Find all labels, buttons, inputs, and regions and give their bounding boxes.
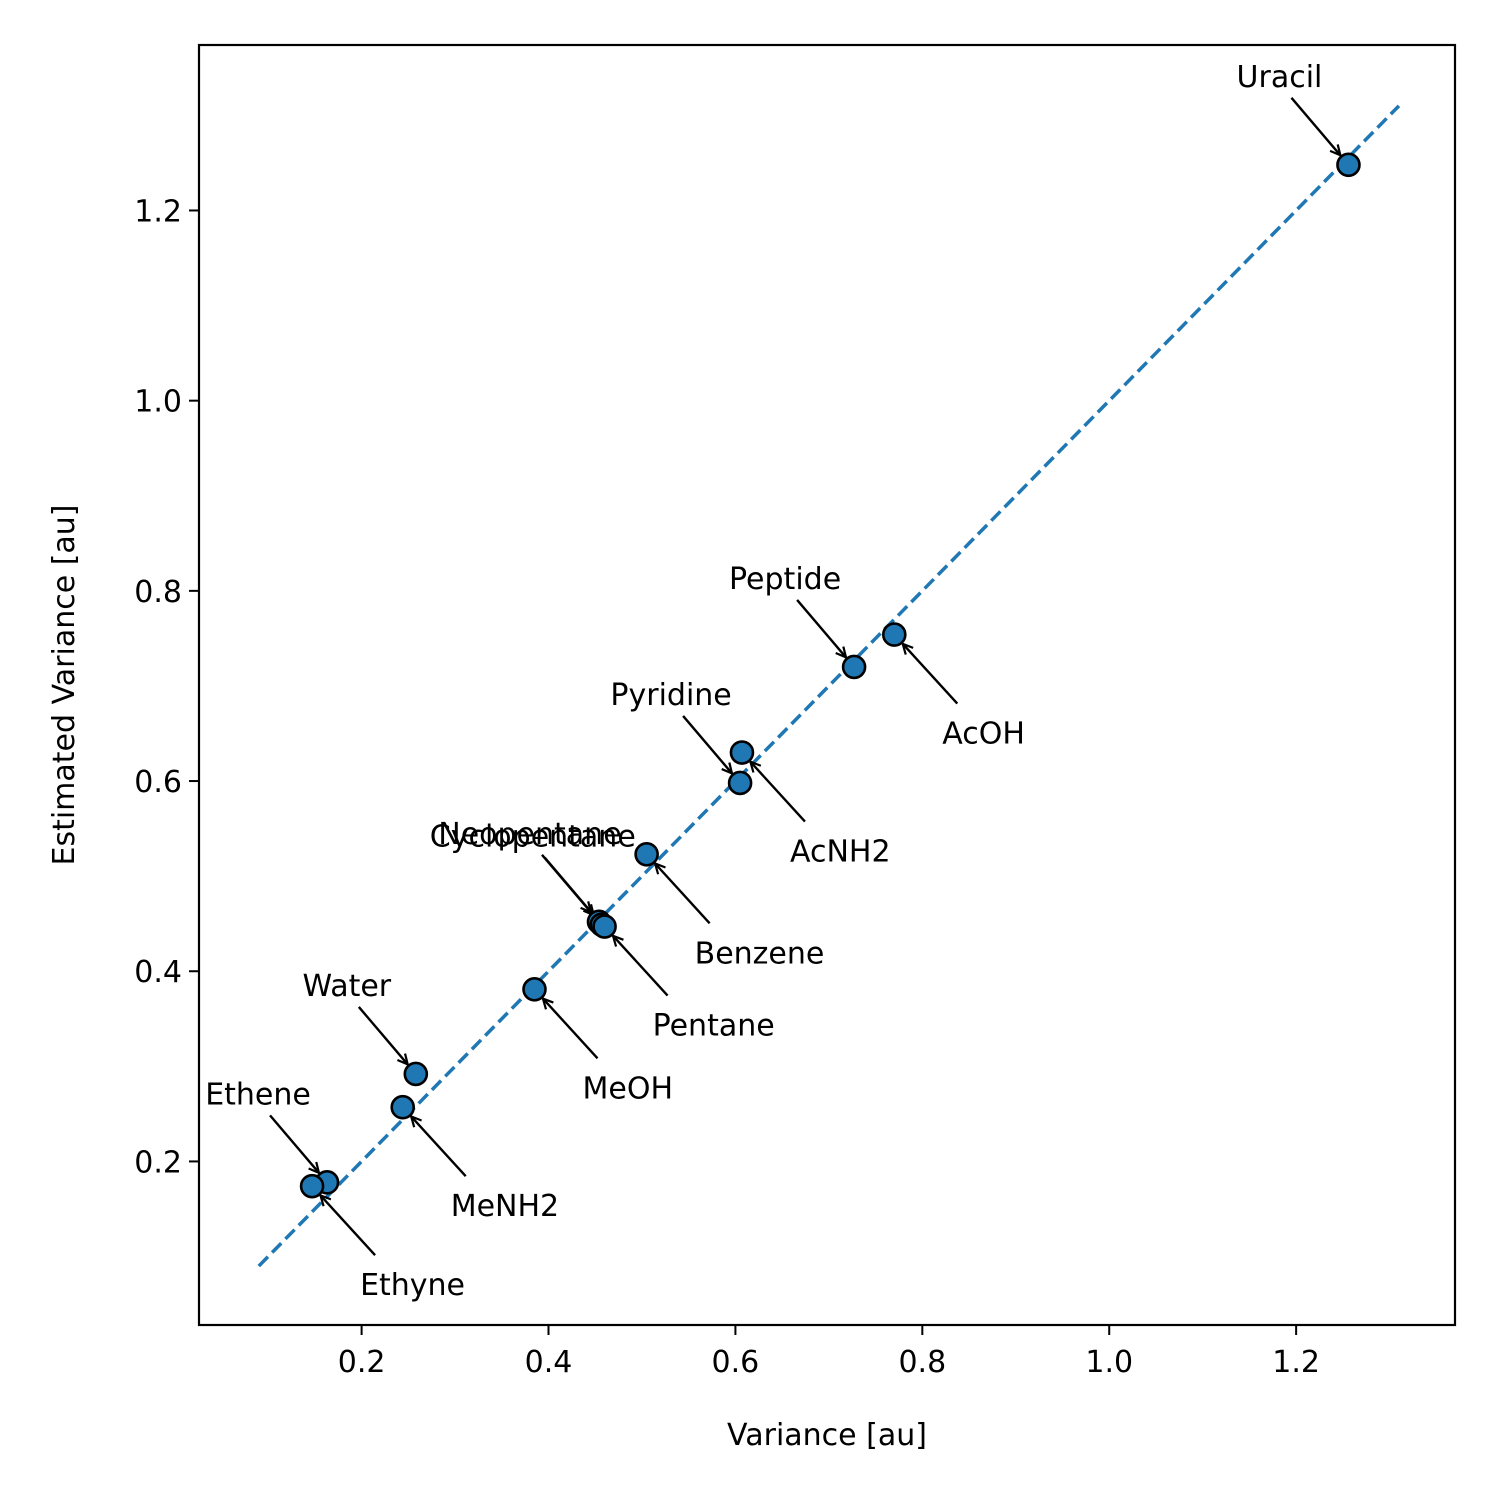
- plot-frame: [197, 43, 1457, 1327]
- y-axis-label: Estimated Variance [au]: [47, 504, 82, 865]
- x-axis-ticks: 0.2 0.4 0.6 0.8 1.0 1.2: [338, 1325, 1320, 1380]
- point-menh2: [390, 1094, 416, 1120]
- x-axis-label: Variance [au]: [727, 1418, 927, 1453]
- label-benzene: Benzene: [695, 936, 825, 971]
- label-menh2: MeNH2: [451, 1189, 559, 1224]
- arrow-pyridine: [682, 715, 732, 773]
- label-pentane: Pentane: [653, 1009, 775, 1044]
- arrow-benzene: [655, 864, 711, 925]
- label-uracil: Uracil: [1237, 60, 1323, 95]
- point-labels: Uracil Peptide AcOH Pyridine AcNH2 Neopentane…: [205, 60, 1322, 1303]
- point-uracil: [1336, 152, 1361, 178]
- y-tick-label: 0.6: [134, 765, 182, 800]
- y-tick-label: 1.0: [134, 385, 182, 420]
- y-tick-label: 0.4: [134, 955, 182, 990]
- reference-line: [257, 104, 1401, 1268]
- x-tick-label: 1.2: [1272, 1345, 1320, 1380]
- data-points: [299, 152, 1361, 1199]
- arrow-acnh2: [750, 762, 806, 823]
- label-meoh: MeOH: [582, 1071, 673, 1106]
- annotation-arrows: [269, 97, 1340, 1256]
- label-neopentane: Neopentane: [438, 817, 621, 852]
- arrow-pentane: [613, 936, 669, 997]
- arrow-ethene: [269, 1114, 319, 1172]
- y-tick-label: 0.2: [134, 1145, 182, 1180]
- label-cyclopentane: Cyclopentane: [430, 820, 636, 855]
- point-acnh2: [729, 740, 755, 765]
- x-tick-label: 1.0: [1085, 1345, 1133, 1380]
- arrow-menh2: [411, 1116, 467, 1178]
- point-meoh: [522, 977, 547, 1002]
- y-tick-label: 1.2: [134, 194, 182, 229]
- x-tick-label: 0.8: [898, 1345, 946, 1380]
- label-acnh2: AcNH2: [790, 835, 891, 870]
- arrow-meoh: [543, 999, 599, 1060]
- point-pyridine: [727, 770, 753, 796]
- arrow-water: [357, 1006, 408, 1064]
- arrow-cyclopentane: [543, 856, 594, 915]
- x-tick-label: 0.4: [525, 1345, 573, 1380]
- point-water: [403, 1061, 429, 1087]
- label-pyridine: Pyridine: [610, 678, 731, 713]
- reference-line-layer: [257, 104, 1401, 1268]
- x-tick-label: 0.2: [338, 1345, 386, 1380]
- point-peptide: [841, 654, 867, 680]
- point-benzene: [634, 841, 659, 867]
- label-acoh: AcOH: [942, 717, 1025, 752]
- y-tick-label: 0.8: [134, 575, 182, 610]
- point-acoh: [881, 622, 907, 647]
- label-water: Water: [302, 969, 391, 1004]
- arrow-ethyne: [321, 1195, 376, 1256]
- label-peptide: Peptide: [729, 562, 841, 597]
- point-ethyne: [299, 1173, 325, 1199]
- arrow-uracil: [1290, 97, 1340, 155]
- arrow-acoh: [903, 644, 959, 705]
- label-ethene: Ethene: [205, 1077, 311, 1112]
- point-pentane: [592, 914, 617, 939]
- arrow-peptide: [796, 599, 846, 657]
- y-axis-ticks: 0.2 0.4 0.6 0.8 1.0 1.2: [134, 194, 199, 1180]
- x-tick-label: 0.6: [712, 1345, 760, 1380]
- label-ethyne: Ethyne: [360, 1268, 465, 1303]
